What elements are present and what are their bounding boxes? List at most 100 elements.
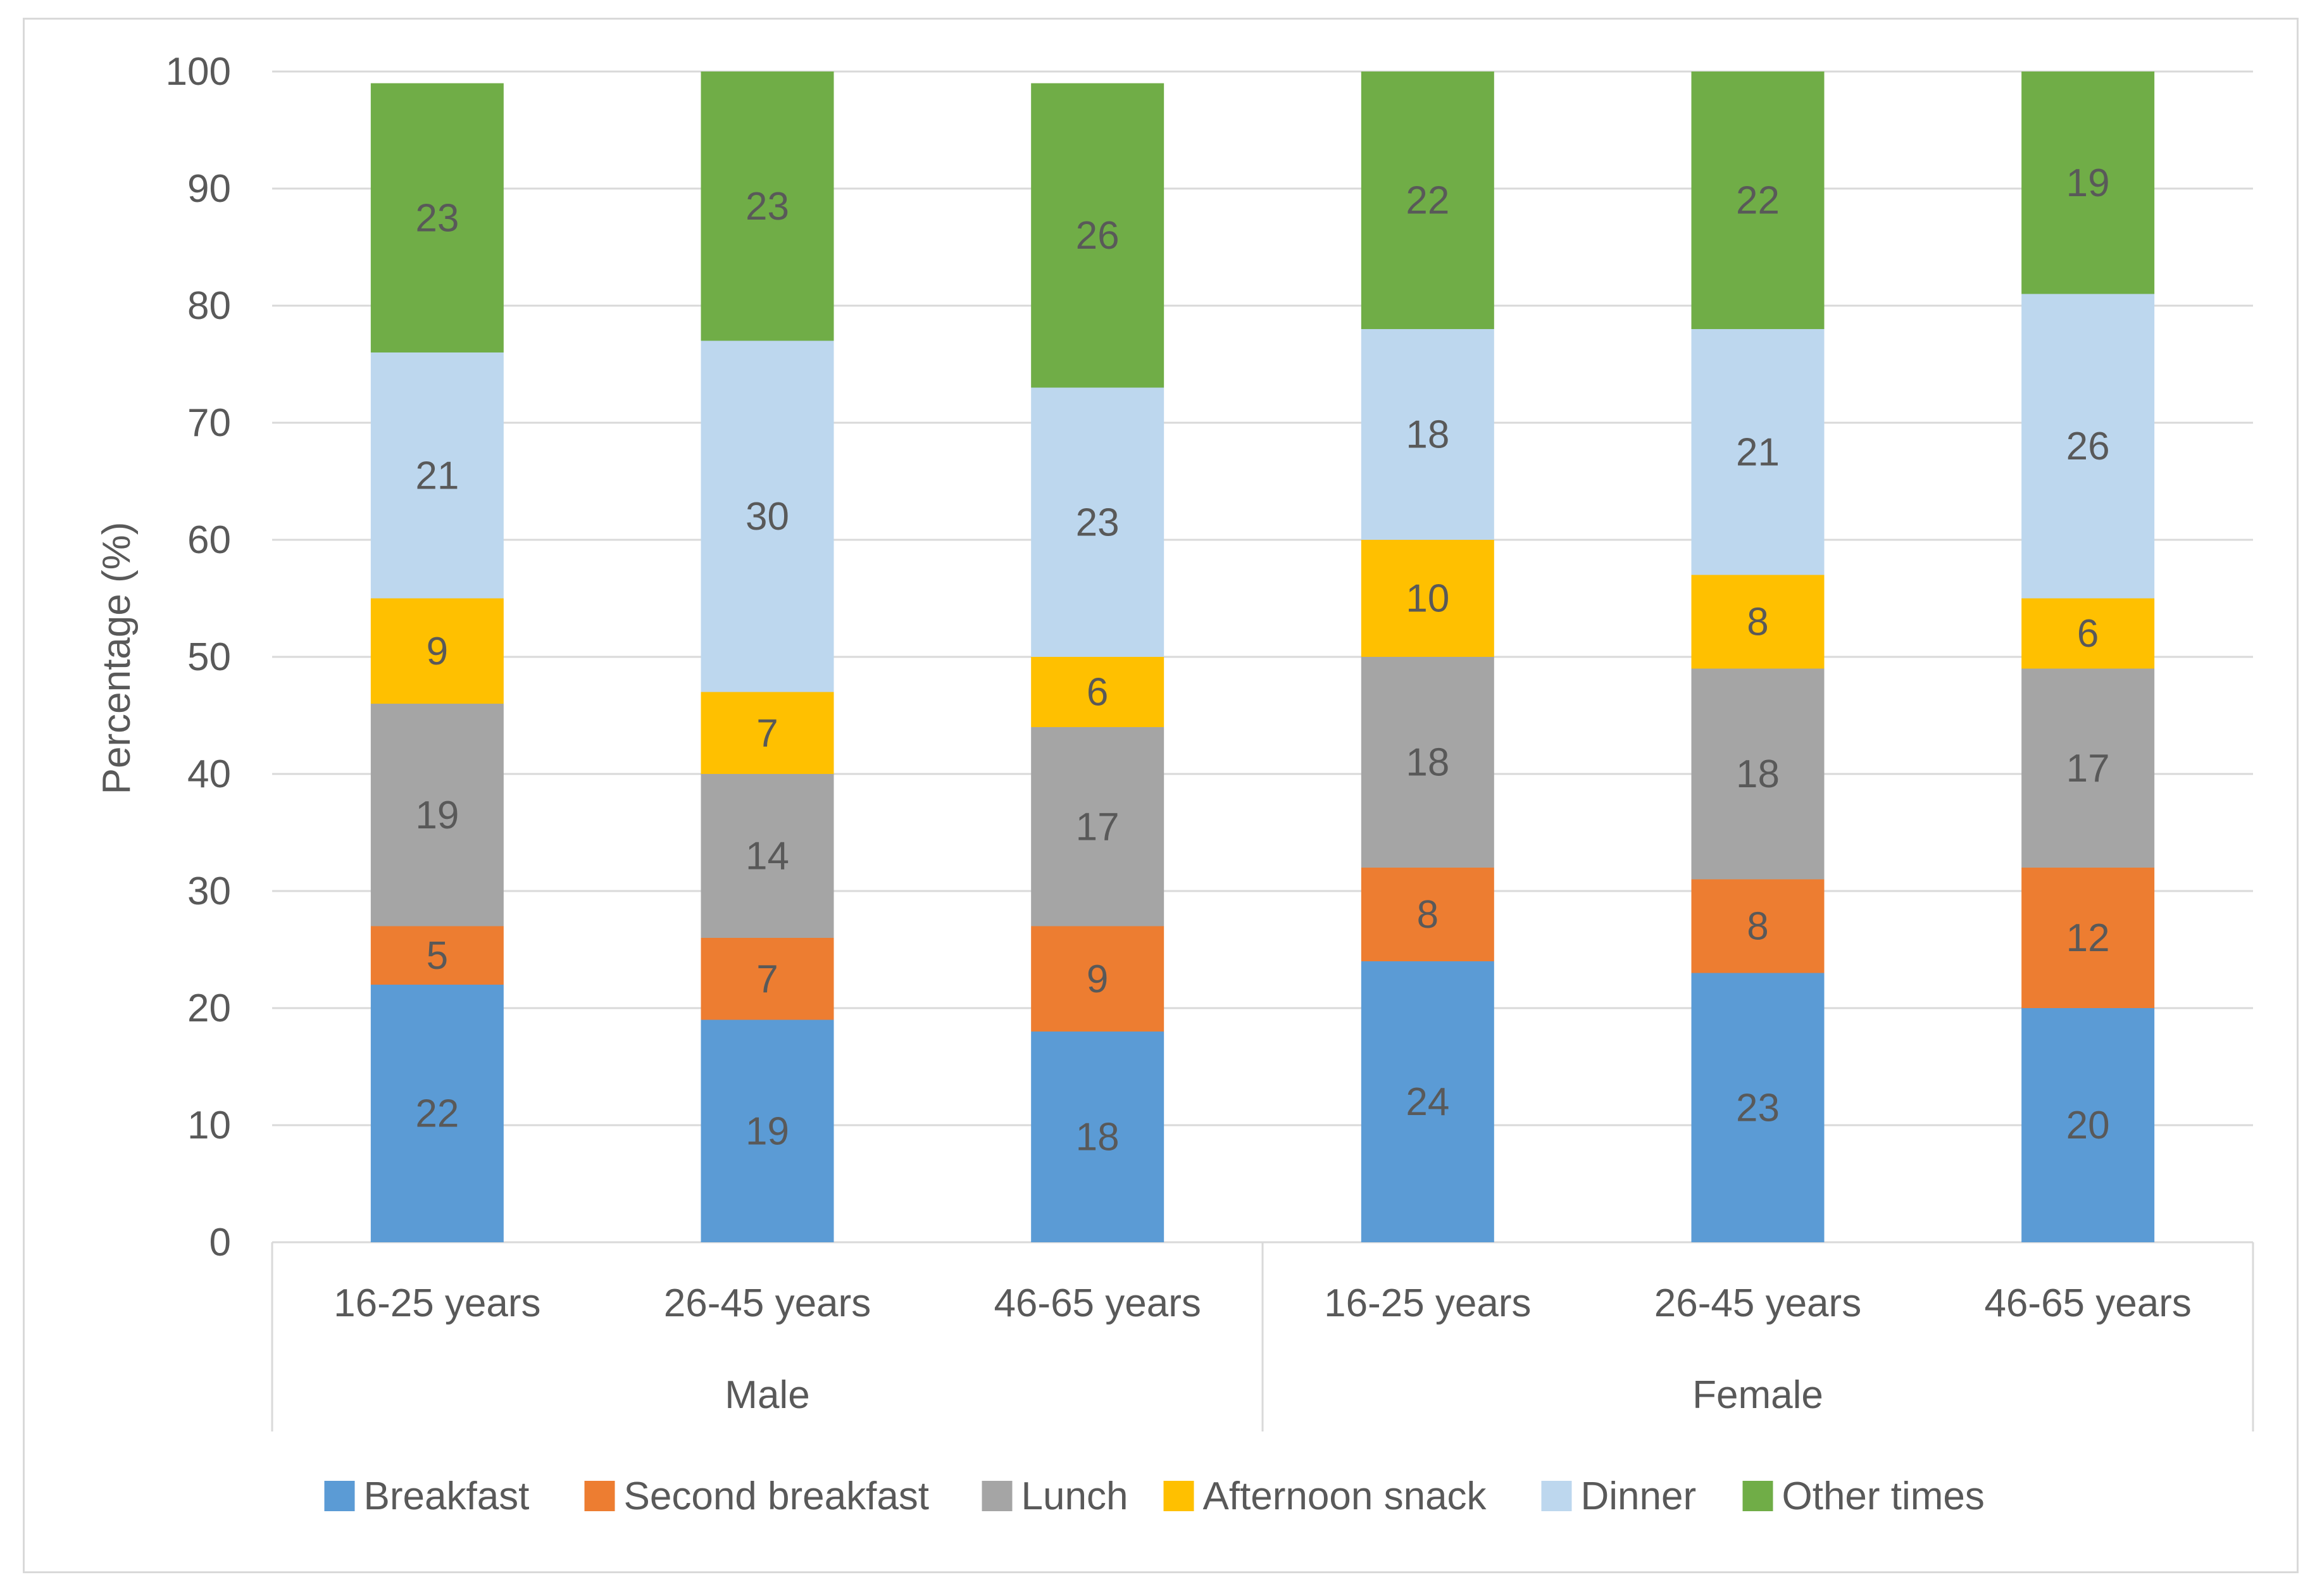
y-tick-label: 10 [187,1104,231,1147]
bar-segment [1361,329,1494,540]
data-label: 19 [2066,161,2110,205]
data-label: 23 [1076,501,1120,544]
bar-segment [1361,72,1494,329]
bar-segment [1361,540,1494,657]
data-label: 19 [415,794,459,837]
legend-swatch [982,1481,1013,1511]
y-axis-title: Percentage (%) [95,522,139,795]
data-label: 24 [1406,1080,1449,1124]
data-label: 18 [1406,413,1449,457]
data-label: 23 [746,185,789,228]
bar-segment [370,926,504,985]
legend-swatch [324,1481,355,1511]
y-tick-label: 60 [187,518,231,562]
x-category-label: 26-45 years [1654,1281,1861,1325]
bar-segment [1691,575,1825,669]
data-label: 7 [756,711,778,755]
legend: Breakfast Second breakfast Lunch Afternoon … [324,1474,1985,1518]
legend-swatch [1163,1481,1194,1511]
legend-label: Other times [1782,1474,1985,1518]
data-label: 21 [1736,430,1780,474]
data-label: 8 [1747,601,1768,644]
bar-segment [2021,868,2155,1008]
bar-segment [370,83,504,352]
y-tick-label: 100 [166,50,231,94]
x-category-label: 16-25 years [334,1281,540,1325]
data-label: 9 [1087,957,1108,1001]
legend-label: Dinner [1581,1474,1697,1518]
data-label: 8 [1417,893,1439,937]
data-label: 23 [1736,1086,1780,1130]
y-tick-label: 30 [187,870,231,913]
bar-segment [701,938,834,1020]
bar-segment [1031,657,1164,727]
data-label: 17 [2066,747,2110,790]
data-label: 22 [1406,179,1449,223]
bar-segment [1361,961,1494,1242]
bar-segment [2021,1008,2155,1242]
legend-swatch [584,1481,615,1511]
data-label: 5 [427,934,448,978]
bar-segment [1691,72,1825,329]
x-category-label: 46-65 years [994,1281,1201,1325]
bar-segment [1031,1032,1164,1242]
data-label: 6 [1087,671,1108,714]
legend-label: Afternoon snack [1203,1474,1487,1518]
legend-label: Second breakfast [624,1474,930,1518]
bars: 22 5 19 9 21 23 19 7 14 7 30 23 18 9 17 6 23 26 24 8 18 10 18 2… [370,72,2155,1242]
bar-segment [370,704,504,926]
gridlines [272,70,2253,1244]
data-label: 22 [1736,179,1780,223]
y-tick-label: 40 [187,752,231,796]
data-label: 10 [1406,577,1449,621]
data-label: 22 [415,1092,459,1136]
bar-segment [1031,727,1164,926]
y-tick-label: 70 [187,401,231,445]
bar-segment [1031,387,1164,657]
bar-segment [701,1019,834,1242]
bar-segment [2021,598,2155,669]
bar-segment [2021,294,2155,599]
legend-label: Breakfast [364,1474,530,1518]
x-group-label: Female [1692,1373,1823,1417]
legend-swatch [1742,1481,1773,1511]
y-tick-label: 50 [187,635,231,679]
x-category-label: 26-45 years [664,1281,871,1325]
data-label: 18 [1736,752,1780,796]
bar-segment [1031,926,1164,1032]
bar-segment [1361,657,1494,868]
bar-segment [1691,879,1825,973]
bar-segment [1691,668,1825,880]
bar-segment [2021,668,2155,868]
y-tick-label: 0 [209,1221,231,1264]
x-category-label: 16-25 years [1324,1281,1531,1325]
bar-segment [370,985,504,1242]
legend-label: Lunch [1021,1474,1128,1518]
data-label: 7 [756,957,778,1001]
x-group-label: Male [725,1373,809,1417]
bar-segment [2021,72,2155,294]
bar-segment [1361,868,1494,961]
bar-segment [1691,329,1825,575]
legend-swatch [1541,1481,1572,1511]
bar-segment [370,598,504,704]
bar-segment [1031,83,1164,388]
bar-segment [701,774,834,938]
data-label: 17 [1076,805,1120,849]
data-label: 18 [1076,1116,1120,1159]
data-label: 14 [746,835,789,878]
x-category-label: 46-65 years [1984,1281,2191,1325]
bar-segment [701,692,834,774]
data-label: 9 [427,630,448,673]
data-label: 18 [1406,741,1449,785]
data-label: 26 [1076,214,1120,258]
y-tick-label: 80 [187,284,231,328]
data-label: 20 [2066,1104,2110,1147]
bar-segment [370,352,504,599]
data-label: 23 [415,196,459,240]
data-label: 8 [1747,905,1768,949]
y-tick-label: 20 [187,987,231,1030]
data-label: 19 [746,1109,789,1153]
data-label: 30 [746,495,789,539]
